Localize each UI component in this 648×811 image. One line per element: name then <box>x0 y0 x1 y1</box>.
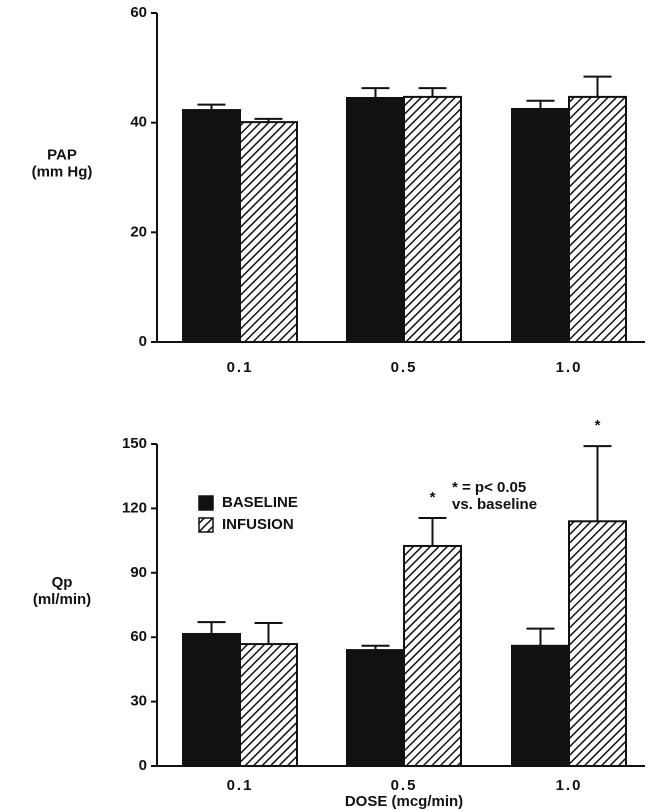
bar <box>568 520 627 768</box>
x-tick-label: 0.5 <box>391 777 418 794</box>
x-axis-label: DOSE (mcg/min) <box>345 793 463 810</box>
y-tick-label: 20 <box>130 223 147 240</box>
bar <box>239 643 298 767</box>
error-bar <box>197 621 226 634</box>
y-axis-label: PAP <box>47 146 77 163</box>
bar <box>346 96 405 343</box>
bar <box>511 644 570 768</box>
error-bar <box>361 644 390 651</box>
error-bar <box>197 103 226 111</box>
y-tick-label: 60 <box>130 4 147 21</box>
y-tick-label: 90 <box>130 564 147 581</box>
x-tick-label: 0.1 <box>227 777 254 794</box>
y-tick-label: 0 <box>139 757 147 774</box>
bar <box>346 649 405 768</box>
legend-label: INFUSION <box>222 516 294 533</box>
error-bar <box>583 445 612 522</box>
error-bar <box>254 622 283 645</box>
x-tick-label: 0.1 <box>227 359 254 376</box>
significance-marker: * <box>430 489 436 506</box>
x-tick-label: 0.5 <box>391 359 418 376</box>
y-axis-label: (mm Hg) <box>32 163 93 180</box>
y-tick-label: 150 <box>122 435 147 452</box>
y-tick-label: 0 <box>139 333 147 350</box>
bar <box>403 544 462 768</box>
error-bar <box>361 87 390 98</box>
y-tick-label: 120 <box>122 499 147 516</box>
error-bar <box>526 99 555 109</box>
error-bar <box>418 87 447 97</box>
bar <box>568 95 627 343</box>
y-axis-label: (ml/min) <box>33 591 91 608</box>
error-bar <box>418 517 447 546</box>
legend-swatch <box>198 517 214 533</box>
bar <box>403 95 462 343</box>
legend-label: BASELINE <box>222 494 298 511</box>
legend-swatch <box>198 495 214 511</box>
bar <box>239 121 298 343</box>
y-axis-label: Qp <box>52 574 73 591</box>
note: * = p< 0.05 <box>452 479 526 496</box>
y-tick-label: 40 <box>130 114 147 131</box>
note: vs. baseline <box>452 496 537 513</box>
y-tick-label: 60 <box>130 628 147 645</box>
error-bar <box>526 627 555 646</box>
x-tick-label: 1.0 <box>556 359 583 376</box>
error-bar <box>254 117 283 123</box>
bar <box>182 632 241 767</box>
error-bar <box>583 75 612 97</box>
x-tick-label: 1.0 <box>556 777 583 794</box>
bar <box>511 107 570 344</box>
y-tick-label: 30 <box>130 693 147 710</box>
bar <box>182 109 241 344</box>
significance-marker: * <box>595 417 601 434</box>
